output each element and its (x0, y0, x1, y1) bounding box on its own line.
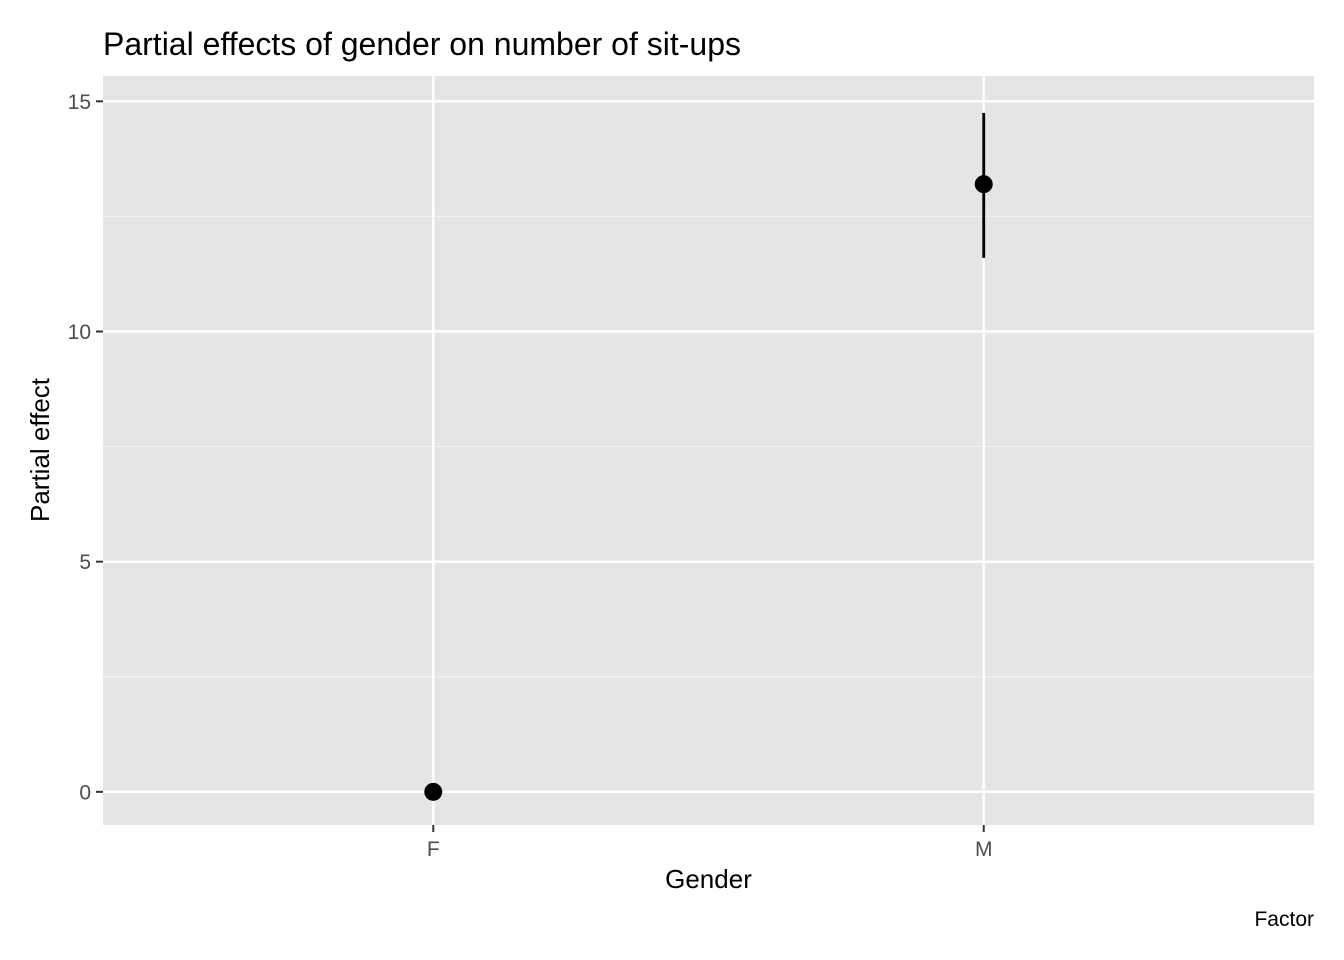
y-axis: 0 5 10 15 (68, 91, 103, 804)
y-tick-label: 10 (68, 321, 91, 344)
x-tick-label: F (427, 838, 440, 861)
minor-gridlines (103, 215, 1314, 678)
chart-title: Partial effects of gender on number of s… (103, 26, 741, 62)
point-F (424, 782, 443, 801)
plot-panel (103, 76, 1314, 825)
x-axis-title: Gender (665, 864, 752, 894)
y-tick-label: 15 (68, 91, 91, 114)
y-tick-label: 5 (79, 551, 91, 574)
point-M (974, 175, 993, 194)
y-tick-label: 0 (79, 781, 91, 804)
x-tick-label: M (975, 838, 993, 861)
data-marks (424, 112, 993, 801)
y-axis-title: Partial effect (25, 377, 55, 522)
chart-caption: Factor (1254, 908, 1314, 931)
